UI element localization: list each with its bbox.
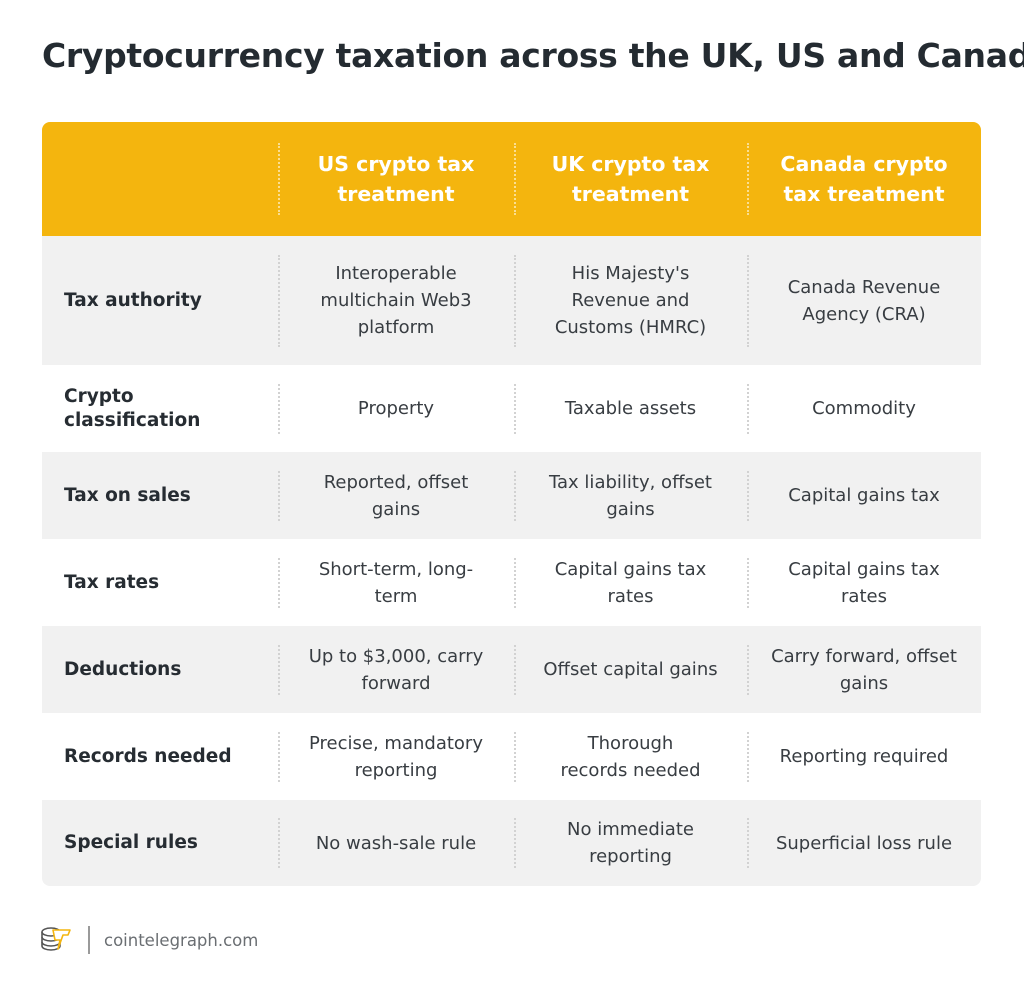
table-row: Records needed Precise, mandatory report…: [42, 713, 981, 800]
uk-value: Capital gains tax rates: [554, 558, 707, 607]
header-canada: Canada crypto tax treatment: [747, 122, 981, 236]
row-label: Tax rates: [64, 571, 160, 593]
canada-value: Reporting required: [779, 746, 949, 767]
us-cell: Short-term, long-term: [278, 539, 514, 626]
canada-value: Carry forward, offset gains: [771, 645, 957, 694]
us-value: No wash-sale rule: [315, 832, 477, 854]
table-row: Tax authority Interoperable multichain W…: [42, 236, 981, 365]
us-value: Short-term, long-term: [318, 558, 474, 607]
table-row: Special rules No wash-sale rule No immed…: [42, 800, 981, 886]
canada-cell: Capital gains tax: [747, 452, 981, 539]
uk-value: Tax liability, offset gains: [549, 471, 712, 520]
row-label: Tax on sales: [64, 484, 191, 506]
canada-value: Superficial loss rule: [775, 832, 953, 854]
us-cell: Property: [278, 365, 514, 452]
row-label-text: Crypto classification: [64, 385, 201, 431]
header-blank: [42, 122, 278, 236]
canada-cell: Capital gains tax rates: [747, 539, 981, 626]
uk-value: Thorough records needed: [560, 732, 701, 781]
canada-cell: Commodity: [747, 365, 981, 452]
table-row: Tax rates Short-term, long-term Capital …: [42, 539, 981, 626]
canada-value: Capital gains tax: [788, 485, 940, 506]
table-row: Crypto classification Property Taxable a…: [42, 365, 981, 452]
us-cell: Precise, mandatory reporting: [278, 713, 514, 800]
us-cell: Reported, offset gains: [278, 452, 514, 539]
header-uk-label: UK crypto tax treatment: [551, 152, 710, 206]
table-row: Deductions Up to $3,000, carry forward O…: [42, 626, 981, 713]
header-us: US crypto tax treatment: [278, 122, 514, 236]
canada-value: Capital gains tax rates: [788, 558, 940, 607]
comparison-table: US crypto tax treatment UK crypto tax tr…: [42, 122, 981, 886]
page-title: Cryptocurrency taxation across the UK, U…: [42, 36, 1024, 75]
us-value: Interoperable multichain Web3 platform: [320, 263, 472, 338]
uk-cell: Tax liability, offset gains: [514, 452, 747, 539]
canada-value: Commodity: [812, 398, 916, 419]
uk-cell: Taxable assets: [514, 365, 747, 452]
uk-value: Taxable assets: [564, 398, 697, 419]
canada-cell: Superficial loss rule: [747, 800, 981, 886]
uk-cell: No immediate reporting: [514, 800, 747, 886]
us-value: Property: [357, 398, 435, 419]
table-header-row: US crypto tax treatment UK crypto tax tr…: [42, 122, 981, 236]
divider: [88, 926, 90, 954]
row-label: Deductions: [64, 658, 182, 680]
cointelegraph-logo-icon: [41, 927, 71, 951]
canada-cell: Reporting required: [747, 713, 981, 800]
footer: cointelegraph.com: [40, 925, 258, 955]
header-canada-label: Canada crypto tax treatment: [780, 152, 948, 206]
us-cell: No wash-sale rule: [278, 800, 514, 886]
uk-cell: His Majesty's Revenue and Customs (HMRC): [514, 236, 747, 365]
uk-value: His Majesty's Revenue and Customs (HMRC): [554, 263, 707, 338]
canada-cell: Carry forward, offset gains: [747, 626, 981, 713]
table-row: Tax on sales Reported, offset gains Tax …: [42, 452, 981, 539]
row-label: Special rules: [64, 832, 198, 853]
uk-cell: Capital gains tax rates: [514, 539, 747, 626]
row-label: Crypto classification: [42, 365, 278, 452]
us-value: Up to $3,000, carry forward: [308, 645, 484, 694]
us-value: Reported, offset gains: [323, 471, 469, 520]
row-label: Records needed: [64, 745, 232, 767]
us-cell: Up to $3,000, carry forward: [278, 626, 514, 713]
header-us-label: US crypto tax treatment: [317, 152, 475, 206]
us-value: Precise, mandatory reporting: [309, 732, 483, 781]
uk-value: No immediate reporting: [567, 819, 694, 867]
uk-cell: Thorough records needed: [514, 713, 747, 800]
us-cell: Interoperable multichain Web3 platform: [278, 236, 514, 365]
uk-value: Offset capital gains: [543, 659, 718, 680]
site-link[interactable]: cointelegraph.com: [104, 930, 259, 950]
header-uk: UK crypto tax treatment: [514, 122, 747, 236]
uk-cell: Offset capital gains: [514, 626, 747, 713]
canada-value: Canada Revenue Agency (CRA): [787, 276, 941, 325]
row-label: Tax authority: [64, 289, 202, 311]
canada-cell: Canada Revenue Agency (CRA): [747, 236, 981, 365]
